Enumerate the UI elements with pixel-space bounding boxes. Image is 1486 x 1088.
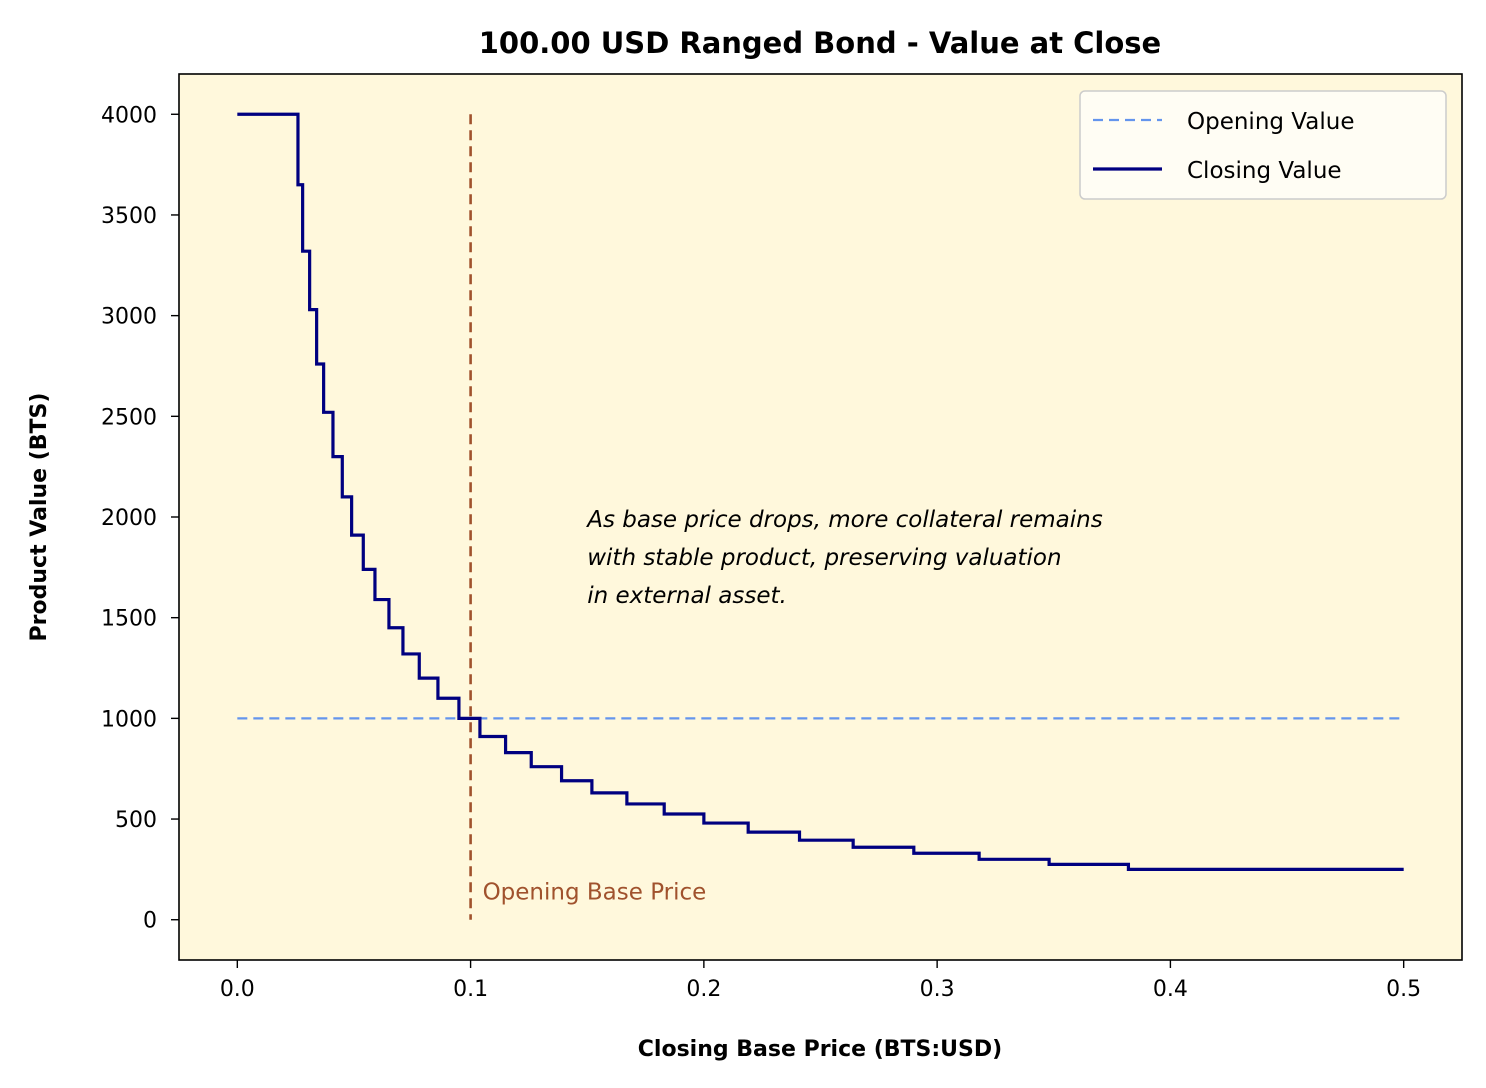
x-axis-label: Closing Base Price (BTS:USD) [638,1037,1002,1062]
y-tick-label: 2500 [101,405,157,430]
x-tick-label: 0.4 [1153,977,1188,1002]
x-tick-label: 0.0 [220,977,255,1002]
legend: Opening Value Closing Value [1079,90,1447,200]
annotation-line: As base price drops, more collateral rem… [585,507,1103,533]
y-axis-label: Product Value (BTS) [27,393,52,642]
x-tick-label: 0.5 [1386,977,1421,1002]
plot-area [179,74,1462,960]
x-tick-label: 0.3 [920,977,955,1002]
y-tick-label: 500 [115,808,157,833]
series-layer [237,112,1404,871]
legend-label-opening-value: Opening Value [1187,109,1354,135]
opening-base-price-label: Opening Base Price [483,880,707,906]
series-closing-value [237,112,1404,871]
y-tick-label: 1500 [101,607,157,632]
opening-base-price-marker: Opening Base Price [469,114,707,920]
legend-box [1079,90,1447,200]
y-tick-label: 1000 [101,707,157,732]
y-axis-ticks: 0 500 1000 1500 2000 2500 3000 3500 4000 [101,103,179,934]
y-tick-label: 3500 [101,204,157,229]
y-tick-label: 2000 [101,506,157,531]
annotation: As base price drops, more collateral rem… [585,507,1103,609]
legend-label-closing-value: Closing Value [1187,158,1342,184]
x-tick-label: 0.2 [686,977,721,1002]
y-tick-label: 0 [143,909,157,934]
x-tick-label: 0.1 [453,977,488,1002]
chart-title: 100.00 USD Ranged Bond - Value at Close [479,26,1161,60]
y-tick-label: 3000 [101,305,157,330]
x-axis-ticks: 0.0 0.1 0.2 0.3 0.4 0.5 [220,960,1421,1002]
annotation-line: with stable product, preserving valuatio… [587,545,1061,571]
y-tick-label: 4000 [101,103,157,128]
annotation-line: in external asset. [587,583,787,609]
